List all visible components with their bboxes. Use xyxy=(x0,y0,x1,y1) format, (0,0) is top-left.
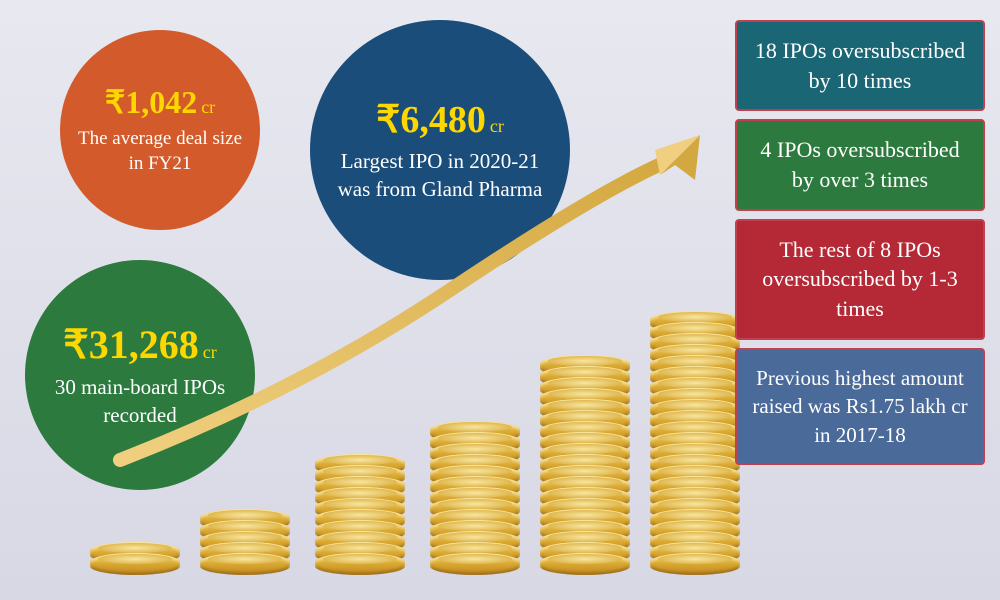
coin-icon xyxy=(315,553,405,575)
amount-value: ₹6,480 xyxy=(376,97,486,142)
circle-description: The average deal size in FY21 xyxy=(75,127,245,176)
info-box: 4 IPOs oversubscribed by over 3 times xyxy=(735,119,985,210)
coin-stack xyxy=(315,465,405,575)
coin-icon xyxy=(200,553,290,575)
coin-stack xyxy=(430,432,520,575)
coin-stack xyxy=(540,366,630,575)
coin-chart xyxy=(90,225,710,575)
info-box: The rest of 8 IPOs oversubscribed by 1-3… xyxy=(735,219,985,340)
coin-icon xyxy=(90,553,180,575)
info-box: Previous highest amount raised was Rs1.7… xyxy=(735,348,985,465)
coin-stack xyxy=(90,553,180,575)
coin-icon xyxy=(430,553,520,575)
info-panel: 18 IPOs oversubscribed by 10 times4 IPOs… xyxy=(735,20,985,465)
stat-circle-average-deal: ₹1,042 cr The average deal size in FY21 xyxy=(60,30,260,230)
coin-stack xyxy=(200,520,290,575)
circle-description: Largest IPO in 2020-21 was from Gland Ph… xyxy=(325,148,555,203)
amount-unit: cr xyxy=(490,116,504,137)
coin-stack xyxy=(650,322,740,575)
coin-icon xyxy=(650,553,740,575)
info-box: 18 IPOs oversubscribed by 10 times xyxy=(735,20,985,111)
coin-icon xyxy=(540,553,630,575)
amount-unit: cr xyxy=(201,97,215,118)
amount-group: ₹1,042 cr xyxy=(105,83,215,121)
amount-group: ₹6,480 cr xyxy=(376,97,504,142)
main-area: ₹1,042 cr The average deal size in FY21 … xyxy=(0,0,720,600)
amount-value: ₹1,042 xyxy=(105,83,197,121)
